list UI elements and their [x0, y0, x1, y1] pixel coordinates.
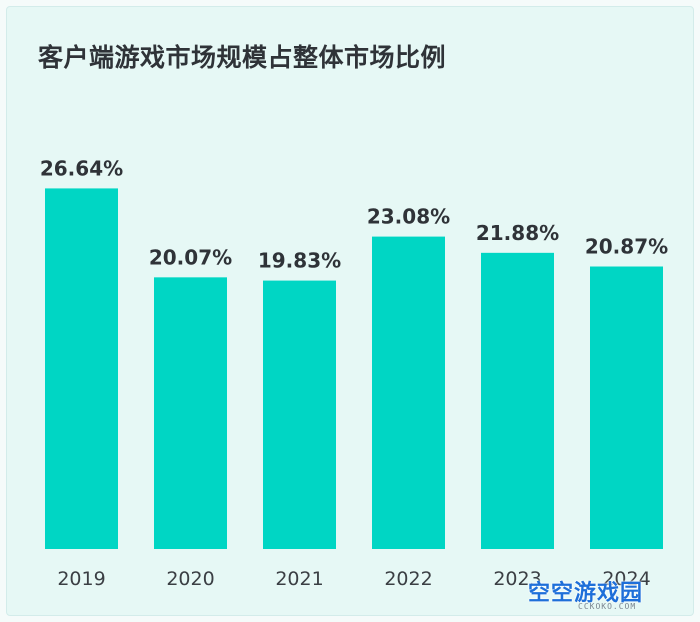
chart-title: 客户端游戏市场规模占整体市场比例	[38, 43, 447, 72]
x-tick-2020: 2020	[166, 568, 214, 590]
value-label-2023: 21.88%	[476, 221, 559, 245]
x-tick-2024: 2024	[602, 568, 650, 590]
bar-2023	[481, 252, 554, 550]
value-label-2022: 23.08%	[367, 205, 450, 229]
bar-2020	[154, 277, 227, 549]
x-tick-2023: 2023	[493, 568, 541, 590]
watermark-text: 空空游戏园	[528, 581, 644, 606]
x-tick-2019: 2019	[57, 568, 105, 590]
bar-2024	[590, 266, 663, 549]
value-label-2019: 26.64%	[40, 156, 123, 180]
bar-2019	[45, 188, 118, 549]
value-label-2024: 20.87%	[585, 235, 668, 259]
chart-card	[6, 6, 694, 616]
value-label-2021: 19.83%	[258, 249, 341, 273]
bar-2021	[263, 280, 336, 549]
x-tick-2022: 2022	[384, 568, 432, 590]
value-label-2020: 20.07%	[149, 245, 232, 269]
watermark-subtext: CCKOKO.COM	[578, 602, 637, 611]
x-tick-2021: 2021	[275, 568, 323, 590]
bar-2022	[372, 236, 445, 550]
watermark-logo: 空空游戏园 CCKOKO.COM	[528, 575, 678, 615]
